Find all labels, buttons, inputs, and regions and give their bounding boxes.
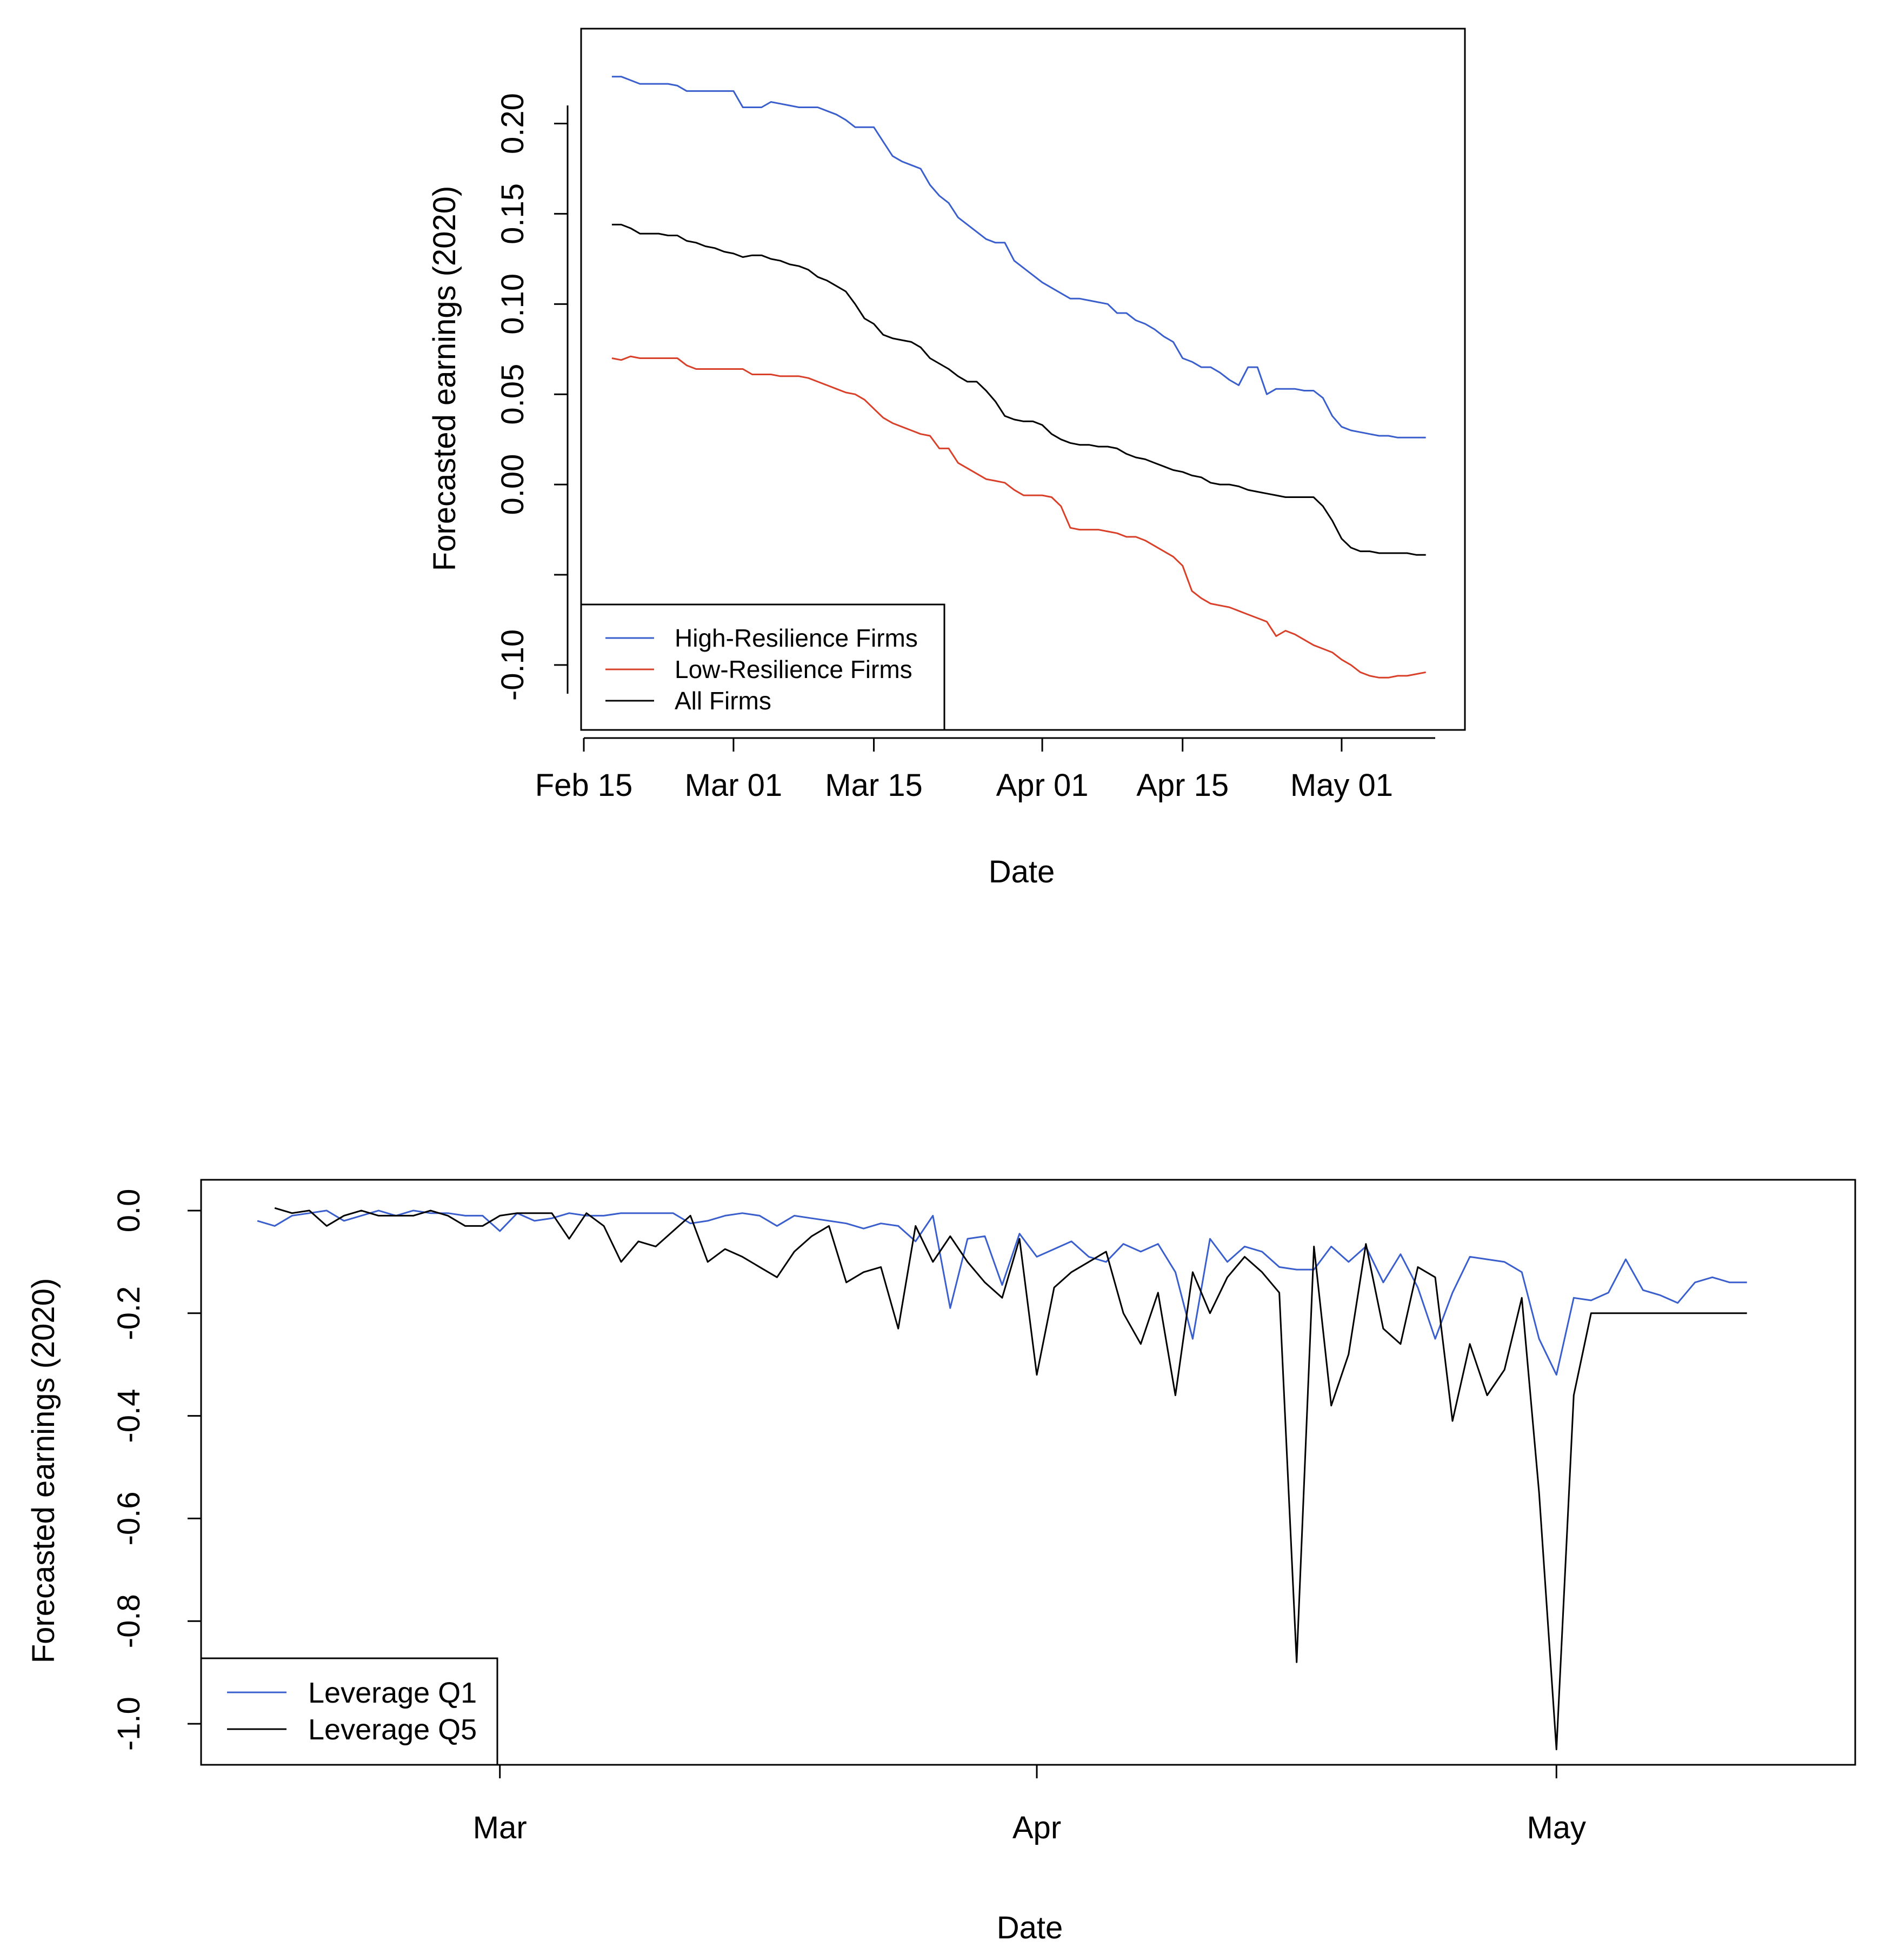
chart-top-series-all-firms — [611, 223, 1426, 556]
chart-bottom: Mar Apr May 0.0 -0.2 -0.4 -0.6 -0.8 -1.0 Date F… — [26, 1179, 1856, 1945]
chart-top-legend-label-all-firms: All Firms — [675, 687, 771, 715]
chart-top-x-ticks: Feb 15 Mar 01 Mar 15 Apr 01 Apr 15 May 01 — [535, 738, 1393, 803]
chart-bottom-y-axis-title: Forecasted earnings (2020) — [26, 1278, 61, 1664]
chart-top-series-layer — [611, 76, 1426, 679]
chart-top-y-ticks: -0.10 0.00 0.05 0.10 0.15 0.20 — [495, 93, 568, 701]
chart-bottom-y-tick-label-0-2: -0.2 — [111, 1286, 146, 1340]
chart-bottom-series-layer — [257, 1207, 1747, 1750]
chart-top: Feb 15 Mar 01 Mar 15 Apr 01 Apr 15 May 01 -0.… — [427, 28, 1466, 889]
chart-top-y-tick-label-0-10: -0.10 — [495, 629, 530, 701]
chart-bottom-y-tick-label-0-6: -0.6 — [111, 1491, 146, 1545]
chart-bottom-x-tick-label-may: May — [1527, 1810, 1586, 1845]
chart-top-y-axis-title: Forecasted earnings (2020) — [427, 186, 462, 572]
chart-top-legend-label-high-resilience: High-Resilience Firms — [675, 624, 918, 652]
chart-top-x-tick-label-feb-15: Feb 15 — [535, 768, 633, 803]
chart-bottom-x-axis: Mar Apr May — [473, 1764, 1621, 1845]
chart-top-y-tick-label-0-20: 0.20 — [495, 93, 530, 154]
chart-top-series-high-resilience-firms — [611, 76, 1426, 438]
chart-bottom-series-leverage-q1 — [257, 1210, 1747, 1376]
chart-bottom-legend-box — [200, 1657, 498, 1766]
chart-top-y-tick-label-0-10: 0.10 — [495, 274, 530, 335]
chart-top-y-tick-label-0-15: 0.15 — [495, 183, 530, 244]
chart-top-x-axis: Feb 15 Mar 01 Mar 15 Apr 01 Apr 15 May 01 — [535, 737, 1435, 803]
chart-bottom-y-tick-label-0-4: -0.4 — [111, 1389, 146, 1443]
chart-bottom-legend-label-q1: Leverage Q1 — [308, 1677, 477, 1709]
chart-top-x-tick-label-mar-01: Mar 01 — [685, 768, 783, 803]
chart-bottom-y-tick-label-0-0: 0.0 — [111, 1189, 146, 1233]
chart-top-y-tick-label-0-05: 0.05 — [495, 364, 530, 425]
chart-top-x-tick-label-may-01: May 01 — [1290, 768, 1393, 803]
chart-bottom-x-tick-label-apr: Apr — [1012, 1810, 1061, 1845]
chart-top-x-axis-title: Date — [989, 854, 1055, 889]
chart-bottom-y-tick-label-1-0: -1.0 — [111, 1697, 146, 1751]
chart-bottom-y-tick-label-0-8: -0.8 — [111, 1594, 146, 1648]
chart-bottom-y-axis: 0.0 -0.2 -0.4 -0.6 -0.8 -1.0 — [111, 1189, 201, 1751]
chart-bottom-series-leverage-q5 — [274, 1207, 1747, 1750]
chart-bottom-legend-label-q5: Leverage Q5 — [308, 1713, 477, 1746]
chart-top-plot-frame — [580, 28, 1466, 731]
chart-top-x-tick-label-apr-15: Apr 15 — [1136, 768, 1229, 803]
chart-top-series-low-resilience-firms — [611, 355, 1426, 679]
chart-top-x-tick-label-apr-01: Apr 01 — [996, 768, 1089, 803]
chart-bottom-x-ticks: Mar Apr May — [473, 1765, 1586, 1845]
chart-top-y-tick-label-0-00: 0.00 — [495, 454, 530, 515]
chart-bottom-legend: Leverage Q1 Leverage Q5 — [200, 1657, 498, 1766]
chart-top-x-tick-label-mar-15: Mar 15 — [825, 768, 923, 803]
chart-top-legend: High-Resilience Firms Low-Resilience Fir… — [580, 603, 945, 731]
chart-bottom-x-axis-title: Date — [997, 1910, 1063, 1945]
chart-top-legend-label-low-resilience: Low-Resilience Firms — [675, 655, 912, 683]
chart-top-legend-box — [580, 603, 945, 731]
chart-top-y-axis: -0.10 0.00 0.05 0.10 0.15 0.20 — [495, 93, 569, 701]
chart-bottom-x-tick-label-mar: Mar — [473, 1810, 527, 1845]
chart-bottom-y-ticks: 0.0 -0.2 -0.4 -0.6 -0.8 -1.0 — [111, 1189, 201, 1751]
